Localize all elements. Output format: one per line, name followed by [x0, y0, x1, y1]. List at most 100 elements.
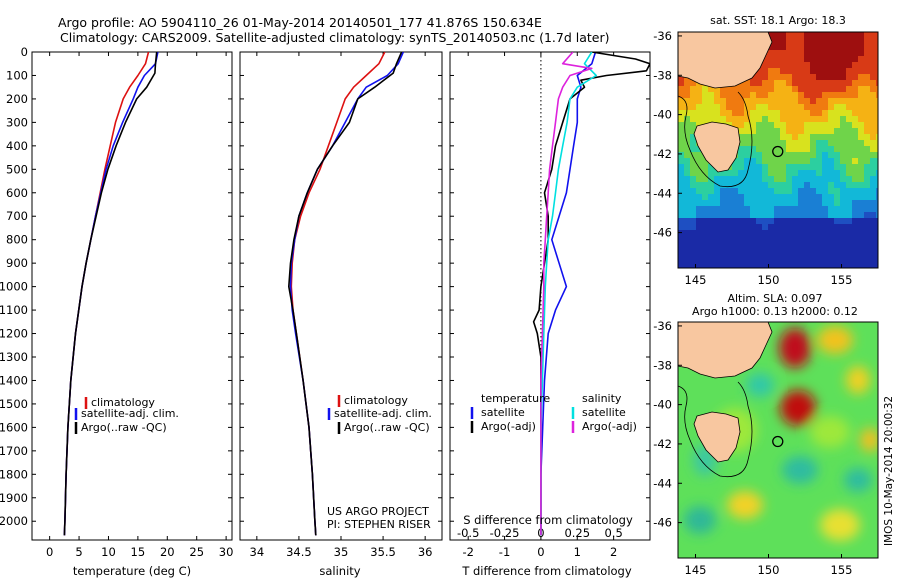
sst-cell [678, 116, 685, 123]
sst-cell [840, 248, 847, 255]
sst-cell [708, 266, 715, 268]
sst-cell [798, 248, 805, 255]
legend-label-climatology: climatology [91, 396, 155, 409]
sst-cell [708, 182, 715, 189]
sst-cell [792, 122, 799, 129]
sst-cell [822, 86, 829, 93]
sst-cell [756, 260, 763, 267]
sst-cell [774, 266, 781, 268]
sst-cell [828, 122, 835, 129]
sst-cell [702, 230, 709, 237]
map-x-tick-label: 155 [831, 563, 853, 577]
sst-cell [684, 110, 691, 117]
sst-cell [744, 182, 751, 189]
map-y-tick-label: -40 [653, 398, 672, 412]
sst-cell [786, 158, 793, 165]
sst-cell [792, 38, 799, 45]
sst-cell [762, 128, 769, 135]
sst-cell [822, 92, 829, 99]
sst-cell [714, 116, 721, 123]
sst-cell [732, 170, 739, 177]
sst-cell [828, 80, 835, 87]
sst-cell [804, 176, 811, 183]
sst-cell [696, 248, 703, 255]
sst-cell [876, 62, 878, 69]
sst-cell [774, 254, 781, 261]
sst-cell [870, 260, 877, 267]
sst-cell [846, 218, 853, 225]
depth-tick-label: 100 [6, 68, 28, 82]
sst-cell [690, 92, 697, 99]
sst-cell [810, 50, 817, 57]
sst-cell [762, 164, 769, 171]
sst-cell [876, 266, 878, 268]
sst-cell [816, 62, 823, 69]
depth-tick-label: 1900 [0, 491, 28, 505]
sst-cell [840, 206, 847, 213]
sst-cell [678, 140, 685, 147]
sst-map [678, 32, 878, 268]
sst-cell [690, 236, 697, 243]
sst-cell [714, 236, 721, 243]
sla-map-subtitle: Argo h1000: 0.13 h2000: 0.12 [692, 305, 858, 318]
sst-cell [684, 98, 691, 105]
sst-cell [858, 254, 865, 261]
sst-cell [774, 140, 781, 147]
sst-cell [810, 212, 817, 219]
sst-cell [810, 176, 817, 183]
sst-cell [684, 266, 691, 268]
sst-cell [822, 170, 829, 177]
sst-cell [756, 92, 763, 99]
sst-cell [798, 110, 805, 117]
sst-cell [774, 182, 781, 189]
sst-cell [816, 56, 823, 63]
sst-cell [828, 206, 835, 213]
sst-cell [858, 200, 865, 207]
sst-cell [864, 158, 871, 165]
s-diff-tick-label: 0.5 [604, 526, 622, 540]
sst-cell [738, 122, 745, 129]
sst-cell [798, 182, 805, 189]
sst-cell [798, 92, 805, 99]
sst-cell [702, 110, 709, 117]
legend-label-argo: Argo(..raw -QC) [344, 421, 430, 434]
sst-cell [750, 164, 757, 171]
sst-cell [870, 86, 877, 93]
map-y-tick-label: -42 [653, 437, 672, 451]
sst-cell [786, 194, 793, 201]
sst-cell [762, 248, 769, 255]
sst-cell [828, 116, 835, 123]
sst-cell [822, 146, 829, 153]
sst-cell [684, 182, 691, 189]
sst-cell [726, 224, 733, 231]
sst-cell [696, 194, 703, 201]
sst-cell [762, 62, 769, 69]
sst-cell [816, 92, 823, 99]
sst-cell [720, 212, 727, 219]
sst-cell [852, 134, 859, 141]
sst-cell [846, 32, 853, 39]
sst-cell [780, 152, 787, 159]
sst-cell [810, 68, 817, 75]
sst-cell [840, 62, 847, 69]
sst-cell [870, 230, 877, 237]
sst-cell [804, 38, 811, 45]
sst-cell [840, 176, 847, 183]
sst-cell [702, 170, 709, 177]
sst-cell [798, 68, 805, 75]
sst-cell [714, 182, 721, 189]
salinity-legend: climatology satellite-adj. clim. Argo(..… [327, 394, 432, 434]
sst-cell [846, 104, 853, 111]
sst-map-frame [677, 31, 879, 269]
sst-cell [768, 50, 775, 57]
sst-cell [774, 68, 781, 75]
map-y-tick-label: -46 [653, 226, 672, 240]
sst-cell [678, 194, 685, 201]
sst-cell [834, 206, 841, 213]
sst-cell [774, 260, 781, 267]
sst-cell [870, 50, 877, 57]
sst-cell [708, 254, 715, 261]
legend-label-t-argo: Argo(-adj) [481, 420, 536, 433]
sst-cell [690, 98, 697, 105]
sst-cell [714, 218, 721, 225]
